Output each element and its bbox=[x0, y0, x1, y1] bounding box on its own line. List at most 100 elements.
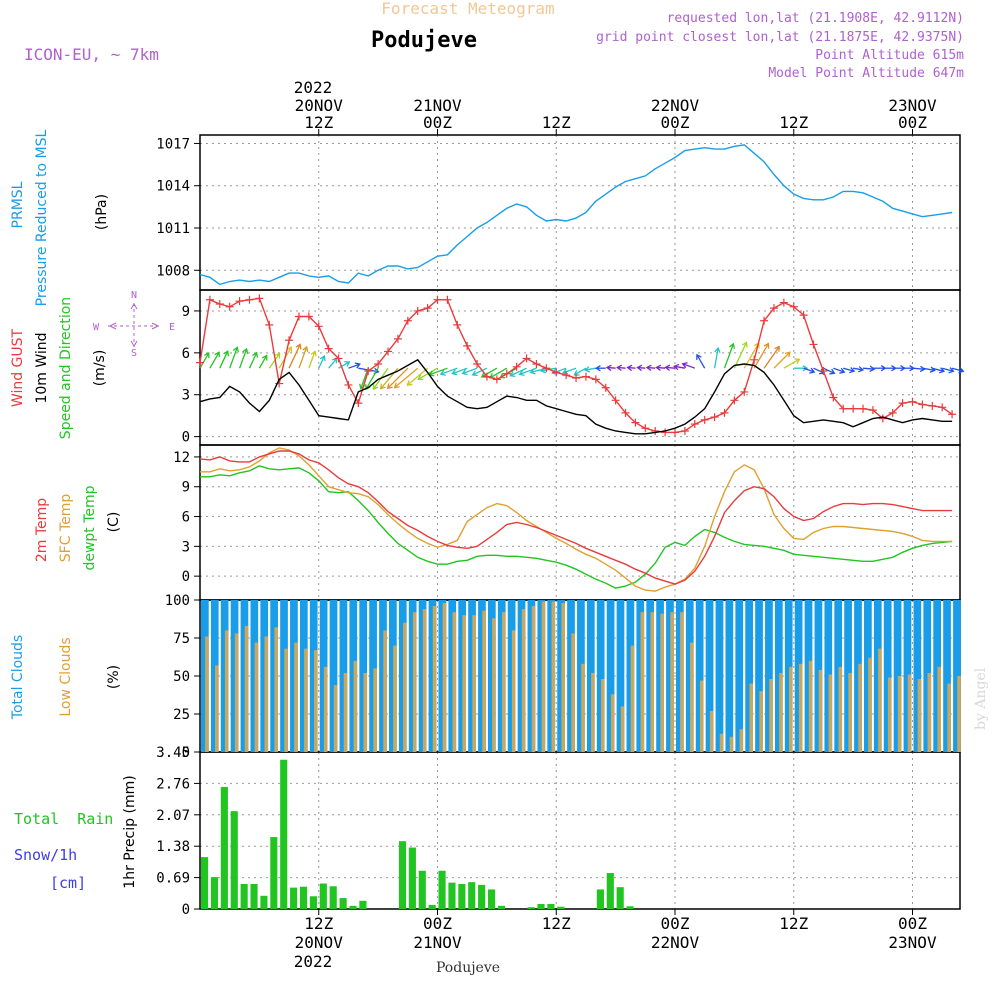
total-cloud-bar bbox=[359, 600, 368, 752]
low-cloud-bar bbox=[264, 636, 269, 752]
wind-arrow bbox=[803, 367, 816, 374]
top-hour-label: 00Z bbox=[423, 113, 452, 132]
total-cloud-bar bbox=[676, 600, 684, 752]
wind-arrow bbox=[248, 351, 258, 369]
wind-arrow bbox=[406, 367, 429, 386]
rain-bar bbox=[418, 870, 426, 909]
wind-arrow bbox=[328, 357, 338, 369]
rain-bar bbox=[210, 877, 219, 909]
low-cloud-bar bbox=[719, 733, 724, 752]
low-cloud-bar bbox=[531, 606, 536, 752]
wind-arrow-head bbox=[393, 382, 400, 389]
total-cloud-bar bbox=[418, 600, 427, 752]
wind-arrow-shaft bbox=[219, 350, 229, 369]
total-cloud-bar bbox=[814, 600, 823, 752]
wind-arrow-head bbox=[849, 366, 856, 374]
low-cloud-bar bbox=[323, 666, 328, 752]
low-cloud-bar bbox=[363, 672, 368, 752]
total-cloud-bar bbox=[567, 600, 575, 752]
wind-arrow-head bbox=[774, 345, 780, 352]
total-cloud-bar bbox=[448, 600, 457, 752]
total-cloud-bar bbox=[745, 600, 753, 752]
wind-arrow-head bbox=[242, 347, 249, 355]
total-cloud-bar bbox=[784, 600, 793, 752]
wind-arrow-shaft bbox=[823, 367, 835, 374]
wind-arrow-shaft bbox=[429, 367, 448, 376]
wind-arrow bbox=[645, 364, 656, 372]
gust-marker bbox=[740, 387, 749, 396]
wind-arrow bbox=[942, 367, 955, 374]
total-cloud-bar bbox=[408, 600, 417, 752]
wind-arrow-shaft bbox=[574, 367, 587, 376]
wind-arrow-shaft bbox=[753, 343, 769, 369]
wind-speed-line bbox=[199, 358, 953, 435]
wind-arrow bbox=[258, 354, 268, 369]
wind-arrow-head bbox=[518, 369, 525, 377]
rain-bar bbox=[201, 857, 209, 909]
wind-label-gust: Wind GUST bbox=[10, 328, 26, 407]
wind-arrow-head bbox=[214, 351, 220, 358]
wind-arrow bbox=[338, 361, 351, 369]
wind-arrow-shaft bbox=[853, 367, 864, 371]
wind-arrow-shaft bbox=[481, 367, 498, 378]
low-cloud-bar bbox=[650, 612, 655, 752]
wind-arrow bbox=[461, 367, 478, 376]
credit-watermark: by Angel bbox=[973, 667, 989, 730]
compass-rose-icon bbox=[108, 303, 160, 347]
gust-marker bbox=[255, 294, 264, 303]
gust-marker bbox=[532, 360, 541, 369]
gust-marker bbox=[928, 401, 937, 410]
wind-arrow bbox=[288, 343, 302, 369]
wind-ytick-label: 9 bbox=[182, 304, 190, 320]
compass-e: E bbox=[169, 322, 175, 333]
model-name: ICON-EU, ~ 7km bbox=[24, 45, 159, 64]
low-cloud-bar bbox=[789, 666, 793, 752]
wind-arrow bbox=[238, 347, 249, 369]
gust-marker bbox=[581, 372, 590, 381]
total-cloud-bar bbox=[438, 600, 447, 752]
precip-unit: 1hr Precip (mm) bbox=[122, 775, 138, 888]
wind-ytick-label: 6 bbox=[182, 346, 190, 362]
wind-arrow-head bbox=[696, 353, 702, 360]
pressure-unit: (hPa) bbox=[94, 194, 110, 230]
wind-arrow-shaft bbox=[472, 367, 488, 376]
gust-marker bbox=[324, 344, 333, 353]
wind-arrow bbox=[753, 342, 770, 369]
wind-arrow-head bbox=[809, 367, 816, 374]
low-cloud-bar bbox=[808, 660, 813, 752]
wind-labels: Wind GUST 10m Wind Speed and Direction (… bbox=[10, 290, 175, 439]
low-cloud-bar bbox=[244, 625, 249, 752]
precip-label-cm: [cm] bbox=[50, 874, 86, 892]
total-cloud-bar bbox=[557, 600, 565, 752]
low-cloud-bar bbox=[254, 642, 259, 752]
rain-bar bbox=[547, 903, 555, 909]
wind-arrow-head bbox=[509, 371, 516, 378]
gust-marker bbox=[384, 347, 393, 356]
low-cloud-bar bbox=[838, 666, 843, 752]
temp-label-dewpt: dewpt Temp bbox=[82, 485, 98, 570]
bottom-date-label: 20NOV bbox=[295, 933, 344, 952]
gust-marker bbox=[868, 406, 877, 415]
low-cloud-bar bbox=[274, 627, 278, 752]
wind-arrow-head bbox=[232, 346, 239, 353]
pressure-ytick-label: 1017 bbox=[156, 136, 190, 152]
wind-arrow bbox=[268, 352, 281, 369]
total-cloud-bar bbox=[369, 600, 377, 752]
wind-arrow-shaft bbox=[696, 354, 706, 369]
gust-marker bbox=[690, 420, 699, 429]
gust-marker bbox=[294, 312, 303, 321]
wind-arrow bbox=[219, 350, 230, 369]
gust-marker bbox=[849, 404, 858, 413]
low-cloud-bar bbox=[294, 642, 298, 752]
total-cloud-bar bbox=[497, 600, 506, 752]
gust-marker bbox=[769, 304, 778, 313]
wind-arrow-shaft bbox=[229, 347, 238, 369]
gust-marker bbox=[482, 372, 491, 381]
wind-arrow-head bbox=[274, 352, 281, 359]
gust-marker bbox=[304, 312, 313, 321]
wind-arrow-head bbox=[829, 368, 836, 375]
gust-marker bbox=[285, 336, 294, 345]
precip-label-snow: Snow/1h bbox=[14, 846, 77, 864]
wind-arrow-shaft bbox=[328, 357, 338, 369]
